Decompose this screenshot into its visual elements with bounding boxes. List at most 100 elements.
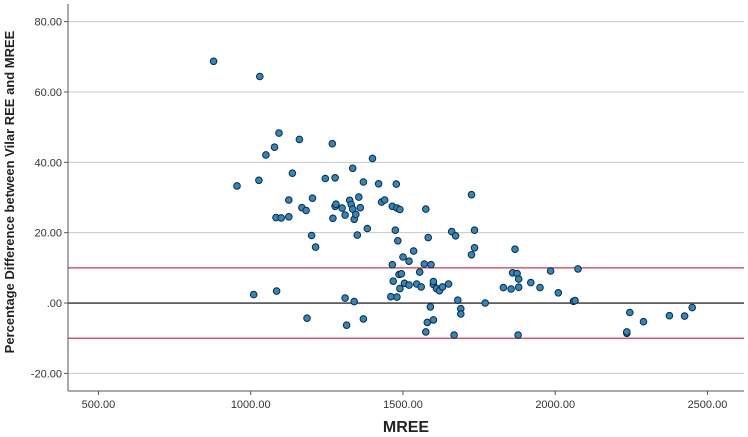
data-point [331, 174, 339, 182]
data-point [393, 293, 401, 301]
data-point [285, 196, 293, 204]
data-point [392, 180, 401, 188]
data-point [389, 277, 398, 286]
y-axis-title: Percentage Difference between Vilar REE … [2, 30, 17, 353]
data-point [363, 224, 372, 233]
data-point [405, 257, 413, 266]
data-point [302, 206, 310, 215]
data-point [388, 260, 397, 269]
data-point [359, 315, 368, 323]
axes [64, 4, 744, 395]
data-point [295, 135, 304, 144]
data-point [688, 303, 697, 312]
data-points [209, 57, 697, 339]
x-tick-label: 500.00 [82, 399, 116, 411]
data-point [350, 297, 359, 306]
data-point [308, 194, 317, 202]
data-point [272, 287, 281, 295]
data-point [285, 213, 293, 221]
data-point [546, 267, 555, 275]
data-point [527, 278, 535, 287]
data-point [450, 331, 458, 339]
y-tick-label: .00 [47, 298, 62, 310]
data-point [311, 243, 320, 251]
data-point [368, 154, 377, 163]
data-point [262, 151, 270, 159]
data-point [255, 176, 263, 185]
data-point [422, 205, 430, 213]
data-point [338, 204, 346, 212]
data-point [429, 277, 438, 286]
data-point [514, 331, 522, 339]
data-point [355, 193, 363, 201]
data-point [417, 283, 426, 291]
data-point [438, 283, 447, 291]
data-point [422, 328, 430, 336]
data-point [288, 169, 297, 177]
data-point [514, 275, 523, 283]
data-point [341, 294, 349, 302]
data-point [233, 182, 241, 190]
data-point [457, 310, 465, 318]
data-point [303, 314, 311, 323]
data-point [454, 296, 462, 305]
data-point [571, 296, 579, 305]
x-tick-label: 1000.00 [231, 399, 271, 411]
y-tick-label: -20.00 [31, 368, 62, 380]
data-point [374, 180, 383, 188]
data-point [321, 174, 330, 183]
y-tick-label: 40.00 [34, 157, 62, 169]
data-point [394, 237, 402, 245]
data-point [396, 205, 404, 214]
data-point [499, 283, 508, 292]
data-point [409, 247, 418, 255]
data-point [352, 210, 360, 219]
x-axis-title: MREE [383, 419, 430, 436]
data-point [391, 226, 400, 234]
data-point [444, 280, 453, 288]
data-point [356, 203, 365, 212]
data-point [467, 190, 476, 199]
data-point [426, 303, 435, 311]
data-point [209, 57, 218, 66]
data-point [256, 72, 264, 81]
data-point [328, 139, 337, 148]
data-point [275, 129, 283, 137]
data-point [249, 290, 258, 299]
data-point [359, 178, 368, 186]
data-point [507, 285, 515, 293]
tick-labels: 80.00 60.00 40.00 20.00 .00 -20.00 500.00 1000.… [31, 17, 728, 411]
x-tick-label: 2500.00 [688, 399, 728, 411]
data-point [467, 251, 476, 259]
data-point [270, 143, 279, 151]
data-point [420, 260, 429, 268]
data-point [639, 317, 648, 326]
data-point [429, 316, 438, 324]
data-point [342, 321, 351, 330]
data-point [332, 200, 340, 208]
data-point [623, 328, 631, 336]
reference-lines [68, 267, 744, 339]
data-point [427, 260, 435, 269]
data-point [574, 265, 582, 273]
data-point [424, 233, 433, 242]
data-point [514, 283, 523, 292]
data-point [554, 289, 563, 297]
data-point [380, 196, 389, 204]
data-point [481, 299, 490, 307]
y-tick-label: 20.00 [34, 228, 62, 240]
data-point [396, 284, 404, 293]
data-point [470, 244, 479, 252]
y-tick-label: 80.00 [34, 17, 62, 29]
y-tick-label: 60.00 [34, 87, 62, 99]
data-point [387, 292, 395, 301]
data-point [341, 211, 349, 219]
data-point [329, 214, 337, 223]
data-point [665, 311, 674, 320]
x-tick-label: 2000.00 [535, 399, 575, 411]
data-point [307, 231, 316, 240]
data-point [536, 283, 544, 292]
data-point [415, 268, 424, 276]
data-point [626, 308, 634, 317]
